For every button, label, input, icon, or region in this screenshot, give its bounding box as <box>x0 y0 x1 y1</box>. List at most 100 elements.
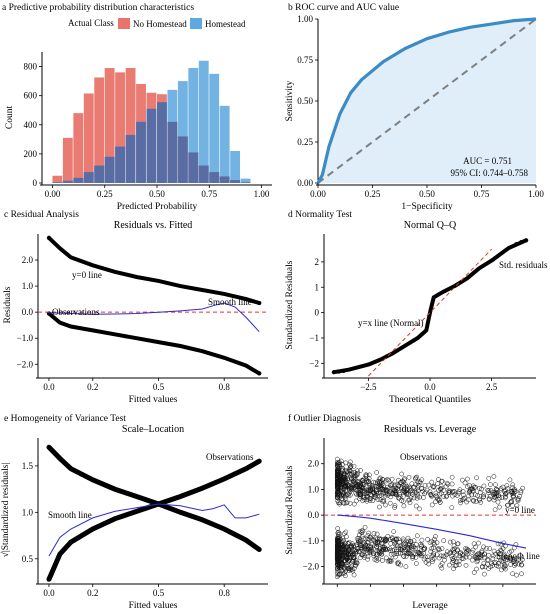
observation-point <box>346 467 352 473</box>
observation-point <box>340 467 346 473</box>
observation-point <box>400 494 406 499</box>
observation-point <box>399 471 405 477</box>
y-axis-label: Standardized Residuals <box>285 465 295 554</box>
bar-overlap <box>73 177 84 183</box>
observation-point <box>347 465 353 470</box>
observation-point <box>431 551 437 556</box>
observation-point <box>399 547 405 553</box>
bar-overlap <box>219 176 230 183</box>
y-axis-label: Residuals <box>3 286 13 323</box>
observation-point <box>351 555 356 561</box>
observation-point <box>479 548 485 554</box>
y-tick-label: −1.0 <box>303 536 320 546</box>
observation-point <box>419 477 425 483</box>
y-tick-label: 2 <box>315 257 320 267</box>
observation-point <box>429 546 435 551</box>
observations-label: Observations <box>400 452 448 462</box>
observation-point <box>337 571 342 577</box>
observation-point <box>355 546 360 551</box>
panel-b: b ROC curve and AUC value 0.00 0.25 0.50 0.7… <box>285 3 544 212</box>
observation-point <box>442 557 447 563</box>
panel-c-label: c Residual Analysis <box>4 210 79 220</box>
observation-point <box>339 479 345 485</box>
observation-point <box>373 484 379 489</box>
observation-point <box>384 477 390 482</box>
y-tick-label: 0.50 <box>297 96 313 106</box>
observation-point <box>340 465 345 471</box>
smooth-line <box>337 514 527 549</box>
x-tick-label: 0.50 <box>149 189 165 199</box>
observation-point <box>391 491 396 497</box>
observation-point <box>491 548 497 554</box>
observation-point <box>458 550 464 556</box>
observation-point <box>469 549 475 555</box>
observation-point <box>498 551 503 556</box>
observation-point <box>353 498 359 504</box>
observation-point <box>338 552 344 557</box>
observation-point <box>379 551 385 557</box>
observation-point <box>466 489 472 495</box>
observation-point <box>256 547 262 552</box>
observation-point <box>455 541 460 547</box>
observation-point <box>438 483 444 489</box>
legend-label: No Homestead <box>133 19 187 29</box>
observation-point <box>511 487 517 493</box>
y-tick-label: 1.0 <box>308 484 320 494</box>
observation-point <box>431 540 437 545</box>
observation-point <box>430 484 436 490</box>
x-tick-label: 0.8 <box>219 588 231 598</box>
observation-point <box>454 552 459 558</box>
observation-point <box>394 549 399 554</box>
observation-point <box>403 541 409 547</box>
smooth-line <box>48 503 260 557</box>
panel-a-label: a Predictive probability distribution ch… <box>2 3 194 13</box>
observation-point <box>351 542 356 548</box>
observation-point <box>344 500 350 506</box>
observation-point <box>425 554 431 560</box>
observation-point <box>498 541 504 547</box>
observation-point <box>434 494 440 500</box>
observation-point <box>462 480 468 486</box>
observation-point <box>370 487 375 492</box>
observation-point <box>447 562 452 568</box>
observation-point <box>334 482 340 487</box>
observation-point <box>409 543 415 549</box>
observation-point <box>353 551 359 556</box>
observation-point <box>335 478 340 484</box>
observation-point <box>498 567 504 573</box>
observation-point <box>360 528 366 534</box>
y-tick-label: 0.5 <box>22 554 34 564</box>
observation-point <box>374 470 379 475</box>
observation-point <box>256 458 262 464</box>
observation-point <box>401 503 407 509</box>
observation-point <box>510 493 516 499</box>
observation-point <box>437 547 442 553</box>
observation-point <box>473 499 479 504</box>
bar-no-homestead <box>73 113 84 183</box>
observation-point <box>348 464 353 470</box>
observation-point <box>463 562 469 568</box>
y-tick-label: 2.0 <box>22 255 34 265</box>
observation-point <box>381 483 387 488</box>
observation-point <box>490 556 496 561</box>
observation-point <box>343 460 349 466</box>
observation-point <box>388 541 394 547</box>
observation-point <box>355 481 360 487</box>
observation-point <box>509 499 514 505</box>
observation-point <box>519 562 525 568</box>
observation-point <box>513 561 518 567</box>
observation-point <box>337 531 343 537</box>
observation-point <box>356 535 362 541</box>
observation-point <box>402 540 407 546</box>
observation-point <box>373 489 379 495</box>
observation-point <box>492 507 498 513</box>
observation-point <box>375 481 380 487</box>
observations-label: Observations <box>206 452 254 462</box>
observation-point <box>417 506 422 512</box>
y-tick-label: −2.0 <box>17 359 34 369</box>
observation-point <box>357 539 363 545</box>
y-tick-label: 0 <box>315 308 320 318</box>
y-tick-label: 1.00 <box>297 14 313 24</box>
observation-point <box>374 555 380 561</box>
observation-point <box>335 472 340 478</box>
